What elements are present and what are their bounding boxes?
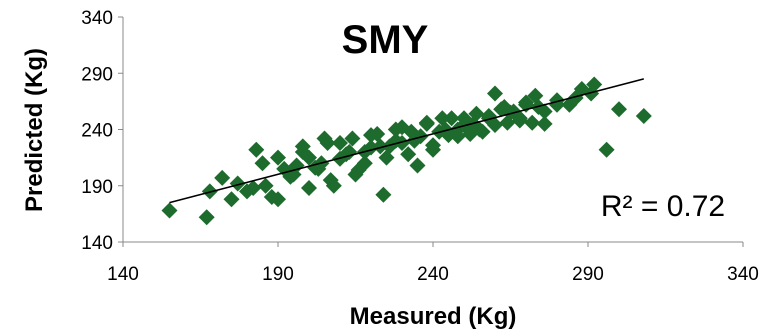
y-ticks: 140 190 240 290 340: [81, 8, 123, 254]
data-point: [325, 177, 342, 194]
data-point: [301, 180, 317, 196]
x-tick-label: 340: [727, 264, 759, 285]
x-axis-title: Measured (Kg): [350, 303, 517, 330]
data-point: [409, 157, 426, 174]
x-tick-label: 190: [262, 264, 294, 285]
data-point: [536, 103, 553, 120]
data-point: [418, 114, 435, 131]
data-point: [449, 128, 466, 145]
data-point: [248, 141, 265, 158]
data-point: [518, 94, 534, 111]
data-point: [270, 149, 286, 166]
data-point: [443, 110, 460, 127]
data-point: [487, 117, 503, 133]
x-ticks: 140 190 240 290 340: [107, 242, 759, 285]
data-point: [223, 191, 240, 208]
x-tick-label: 140: [107, 264, 139, 285]
data-point: [493, 101, 510, 118]
data-point: [583, 85, 600, 102]
data-point: [462, 126, 479, 142]
data-point: [499, 114, 516, 131]
data-point: [369, 126, 386, 142]
data-point: [294, 144, 311, 160]
data-point: [468, 105, 485, 122]
data-point: [254, 155, 271, 172]
data-point: [536, 115, 553, 132]
data-point: [344, 130, 361, 147]
data-point: [375, 186, 392, 203]
data-point: [394, 119, 410, 136]
data-point: [487, 85, 503, 102]
x-tick-label: 290: [572, 264, 604, 285]
data-point: [198, 209, 215, 226]
data-point: [611, 101, 627, 118]
data-point: [372, 138, 389, 155]
trendline: [169, 78, 645, 204]
data-point: [257, 177, 274, 194]
data-point: [319, 135, 336, 151]
y-tick-label: 290: [81, 64, 113, 85]
y-axis-title: Predicted (Kg): [21, 48, 48, 212]
data-point: [229, 175, 246, 192]
data-point: [400, 146, 417, 163]
data-point: [567, 90, 584, 106]
data-point: [434, 110, 451, 127]
data-point: [288, 157, 305, 174]
data-points: [161, 76, 652, 226]
data-point: [511, 110, 528, 127]
data-point: [214, 169, 231, 186]
y-tick-label: 240: [81, 121, 113, 142]
data-point: [524, 114, 541, 131]
data-point: [378, 149, 395, 166]
data-point: [412, 128, 429, 145]
y-tick-label: 140: [81, 233, 113, 254]
data-point: [425, 137, 441, 154]
y-tick-label: 190: [81, 177, 113, 198]
data-point: [245, 180, 262, 196]
data-point: [332, 135, 348, 151]
x-tick-label: 240: [417, 264, 449, 285]
data-point: [635, 108, 652, 124]
data-point: [350, 162, 367, 178]
data-point: [161, 202, 178, 219]
data-point: [598, 141, 615, 158]
y-tick-label: 340: [81, 8, 113, 29]
chart-title: SMY: [342, 18, 429, 62]
data-point: [527, 87, 544, 104]
data-point: [474, 123, 491, 140]
data-point: [270, 191, 286, 208]
data-point: [437, 121, 454, 138]
r2-annotation: R² = 0.72: [601, 190, 725, 223]
